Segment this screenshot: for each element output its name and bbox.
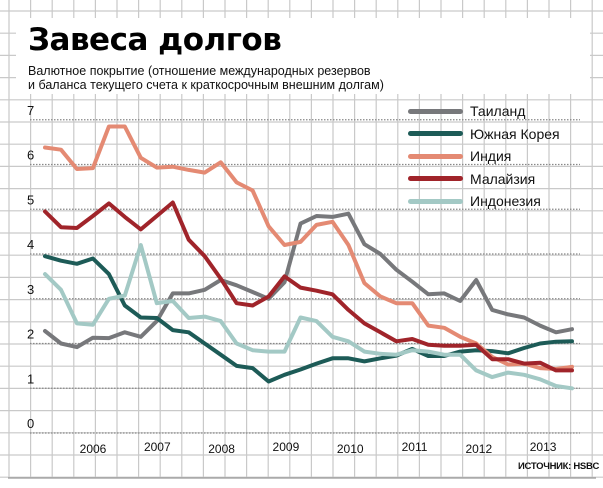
x-tick-label: 2008 — [208, 442, 235, 456]
y-tick-label: 6 — [27, 148, 34, 163]
y-tick-label: 1 — [27, 371, 34, 386]
legend-item: Индия — [408, 145, 560, 168]
x-tick-label: 2006 — [80, 442, 107, 456]
legend-swatch — [408, 153, 463, 159]
y-tick-label: 3 — [27, 282, 34, 297]
x-tick-label: 2012 — [465, 442, 492, 456]
legend-label: Индонезия — [470, 193, 541, 210]
legend-item: Южная Корея — [408, 123, 560, 146]
series-line-0 — [43, 211, 574, 350]
legend-item: Таиланд — [408, 100, 560, 123]
y-tick-label: 0 — [27, 416, 34, 431]
chart-subtitle: Валютное покрытие (отношение международн… — [28, 64, 384, 92]
source-note: ИСТОЧНИК: HSBC — [518, 461, 600, 472]
legend-label: Южная Корея — [470, 125, 560, 142]
subtitle-line-1: Валютное покрытие (отношение международн… — [28, 64, 371, 78]
legend-swatch — [408, 108, 463, 114]
series-line-3 — [43, 200, 574, 373]
legend-swatch — [408, 198, 463, 204]
legend-swatch — [408, 131, 463, 137]
legend-label: Малайзия — [470, 170, 536, 187]
legend-label: Индия — [470, 148, 512, 165]
x-tick-label: 2009 — [273, 440, 300, 454]
legend-item: Индонезия — [408, 190, 560, 213]
y-tick-label: 2 — [27, 327, 34, 342]
x-tick-label: 2007 — [144, 440, 171, 454]
title-box — [16, 18, 590, 94]
legend-swatch — [408, 176, 463, 182]
x-tick-label: 2013 — [530, 440, 557, 454]
y-tick-label: 5 — [27, 192, 34, 207]
series-line-4 — [43, 243, 574, 391]
chart-title: Завеса долгов — [28, 22, 282, 58]
legend: Таиланд Южная Корея Индия Малайзия Индон… — [408, 100, 560, 213]
x-tick-label: 2010 — [337, 442, 364, 456]
subtitle-line-2: и баланса текущего счета к краткосрочным… — [28, 78, 384, 92]
y-tick-label: 4 — [27, 237, 34, 252]
y-tick-label: 7 — [27, 103, 34, 118]
legend-item: Малайзия — [408, 168, 560, 191]
x-tick-label: 2011 — [402, 440, 428, 454]
legend-label: Таиланд — [470, 103, 526, 120]
